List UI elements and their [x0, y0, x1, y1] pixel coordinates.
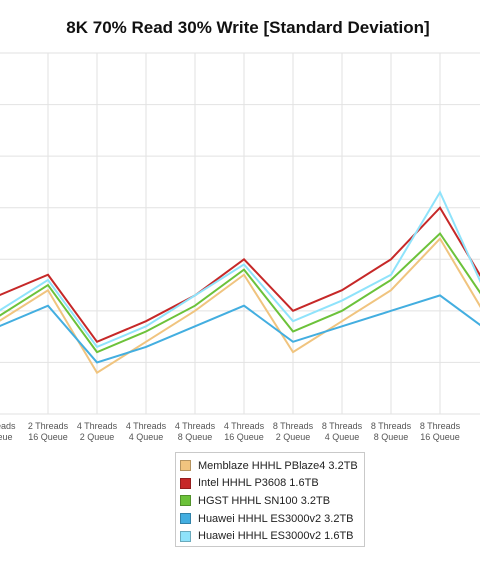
x-tick-label: 8 Threads	[273, 421, 314, 431]
x-tick-label: 2 Queue	[80, 432, 115, 442]
legend-label: Huawei HHHL ES3000v2 1.6TB	[198, 530, 354, 543]
legend-swatch	[180, 460, 191, 472]
legend: Memblaze HHHL PBlaze4 3.2TB Intel HHHL P3…	[175, 452, 365, 547]
series-line	[0, 206, 480, 344]
chart-title: 8K 70% Read 30% Write [Standard Deviatio…	[66, 18, 430, 37]
grid-lines	[0, 52, 480, 415]
x-tick-label: 4 Queue	[129, 432, 164, 442]
series-lines	[0, 190, 480, 375]
legend-swatch	[180, 477, 191, 489]
legend-swatch	[180, 530, 191, 542]
x-tick-label: 8 Threads	[420, 421, 461, 431]
x-tick-label: 8 Threads	[322, 421, 363, 431]
legend-label: Huawei HHHL ES3000v2 3.2TB	[198, 512, 354, 525]
series-line	[0, 294, 480, 364]
legend-label: Intel HHHL P3608 1.6TB	[198, 477, 319, 490]
x-tick-label: Queue	[0, 432, 13, 442]
legend-item: Huawei HHHL ES3000v2 3.2TB	[180, 510, 364, 528]
legend-item: Intel HHHL P3608 1.6TB	[180, 475, 364, 493]
x-tick-label: 16 Queue	[420, 432, 460, 442]
x-tick-label: 4 Threads	[77, 421, 118, 431]
legend-swatch	[180, 513, 191, 525]
x-tick-label: 4 Threads	[175, 421, 216, 431]
series-line	[0, 237, 480, 375]
legend-swatch	[180, 495, 191, 507]
x-tick-label: 8 Queue	[374, 432, 409, 442]
x-tick-label: 2 Queue	[276, 432, 311, 442]
x-tick-label: 8 Queue	[178, 432, 213, 442]
series-line	[0, 190, 480, 349]
x-tick-label: 4 Threads	[224, 421, 265, 431]
legend-item: HGST HHHL SN100 3.2TB	[180, 492, 364, 510]
series-line	[0, 231, 480, 354]
legend-label: Memblaze HHHL PBlaze4 3.2TB	[198, 459, 358, 472]
x-tick-label: Threads	[0, 421, 16, 431]
x-tick-label: 8 Threads	[371, 421, 412, 431]
x-tick-label: 16 Queue	[28, 432, 68, 442]
x-tick-label: 4 Threads	[126, 421, 167, 431]
x-tick-label: 4 Queue	[325, 432, 360, 442]
x-tick-label: 16 Queue	[224, 432, 264, 442]
x-tick-label: 2 Threads	[28, 421, 69, 431]
legend-item: Huawei HHHL ES3000v2 1.6TB	[180, 527, 364, 545]
legend-label: HGST HHHL SN100 3.2TB	[198, 494, 331, 507]
legend-item: Memblaze HHHL PBlaze4 3.2TB	[180, 457, 364, 475]
